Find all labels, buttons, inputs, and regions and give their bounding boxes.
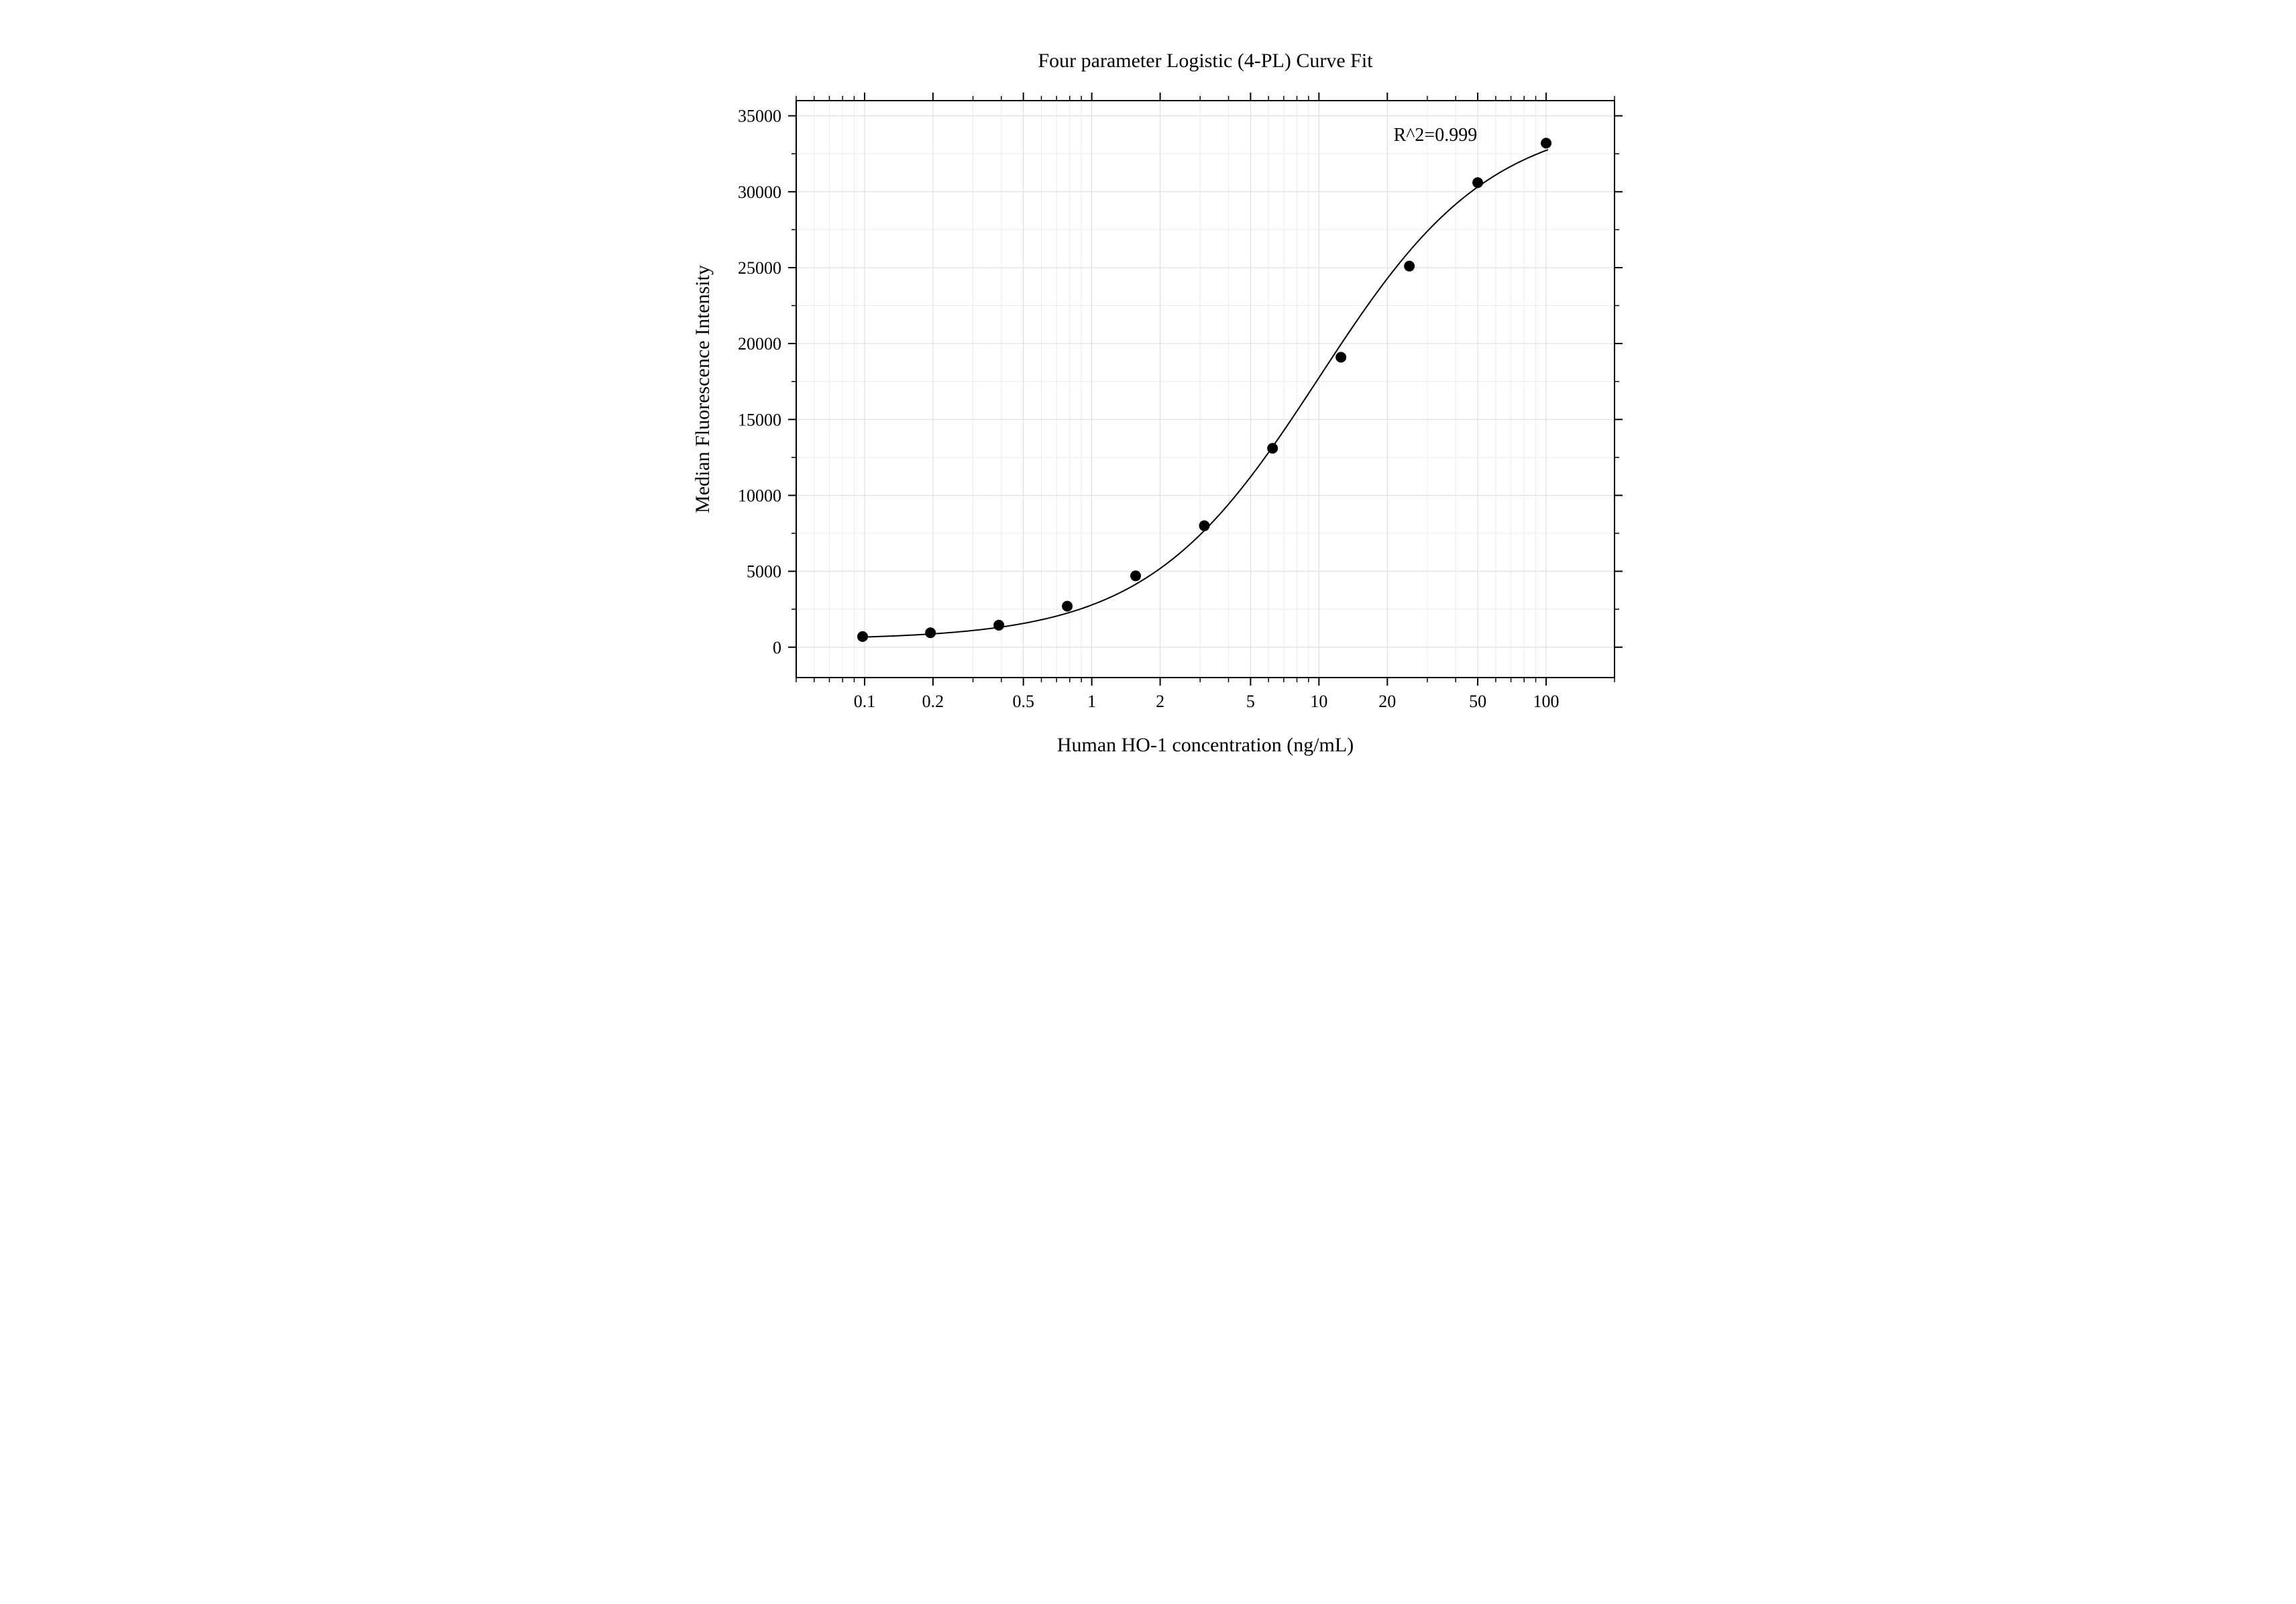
- x-tick-label: 50: [1469, 692, 1486, 711]
- data-point: [993, 620, 1004, 631]
- y-tick-label: 30000: [738, 182, 781, 202]
- y-tick-label: 0: [773, 638, 781, 657]
- x-tick-label: 1: [1087, 692, 1096, 711]
- x-axis-label: Human HO-1 concentration (ng/mL): [1056, 734, 1353, 756]
- data-point: [857, 631, 867, 642]
- x-tick-label: 10: [1310, 692, 1327, 711]
- chart-svg: 0.1 0.2 0.5 1 2 5 10 20 50 100 0 5000 10000 15000 2000…: [628, 27, 1668, 805]
- y-tick-label: 25000: [738, 258, 781, 278]
- data-point: [1541, 138, 1551, 148]
- data-point: [1335, 352, 1346, 362]
- x-tick-label: 100: [1533, 692, 1559, 711]
- data-point: [1472, 177, 1483, 188]
- data-point: [925, 627, 936, 638]
- data-point: [1062, 601, 1073, 612]
- data-point: [1267, 443, 1278, 453]
- y-axis-label: Median Fluorescence Intensity: [692, 265, 714, 513]
- r-squared-annotation: R^2=0.999: [1393, 125, 1477, 146]
- x-tick-label: 2: [1156, 692, 1164, 711]
- y-tick-label: 10000: [738, 486, 781, 506]
- chart-title: Four parameter Logistic (4-PL) Curve Fit: [1038, 50, 1373, 72]
- x-tick-label: 0.5: [1012, 692, 1034, 711]
- x-tick-label: 0.2: [922, 692, 944, 711]
- y-tick-label: 20000: [738, 334, 781, 354]
- data-point: [1130, 570, 1141, 581]
- x-tick-label: 20: [1378, 692, 1396, 711]
- chart-background: [628, 27, 1668, 805]
- data-point: [1199, 521, 1209, 531]
- y-tick-label: 35000: [738, 107, 781, 126]
- data-point: [1404, 261, 1415, 272]
- y-tick-label: 15000: [738, 410, 781, 429]
- x-tick-label: 5: [1246, 692, 1254, 711]
- x-tick-label: 0.1: [853, 692, 875, 711]
- y-tick-label: 5000: [747, 562, 781, 582]
- chart-container: 0.1 0.2 0.5 1 2 5 10 20 50 100 0 5000 10000 15000 2000…: [628, 27, 1668, 805]
